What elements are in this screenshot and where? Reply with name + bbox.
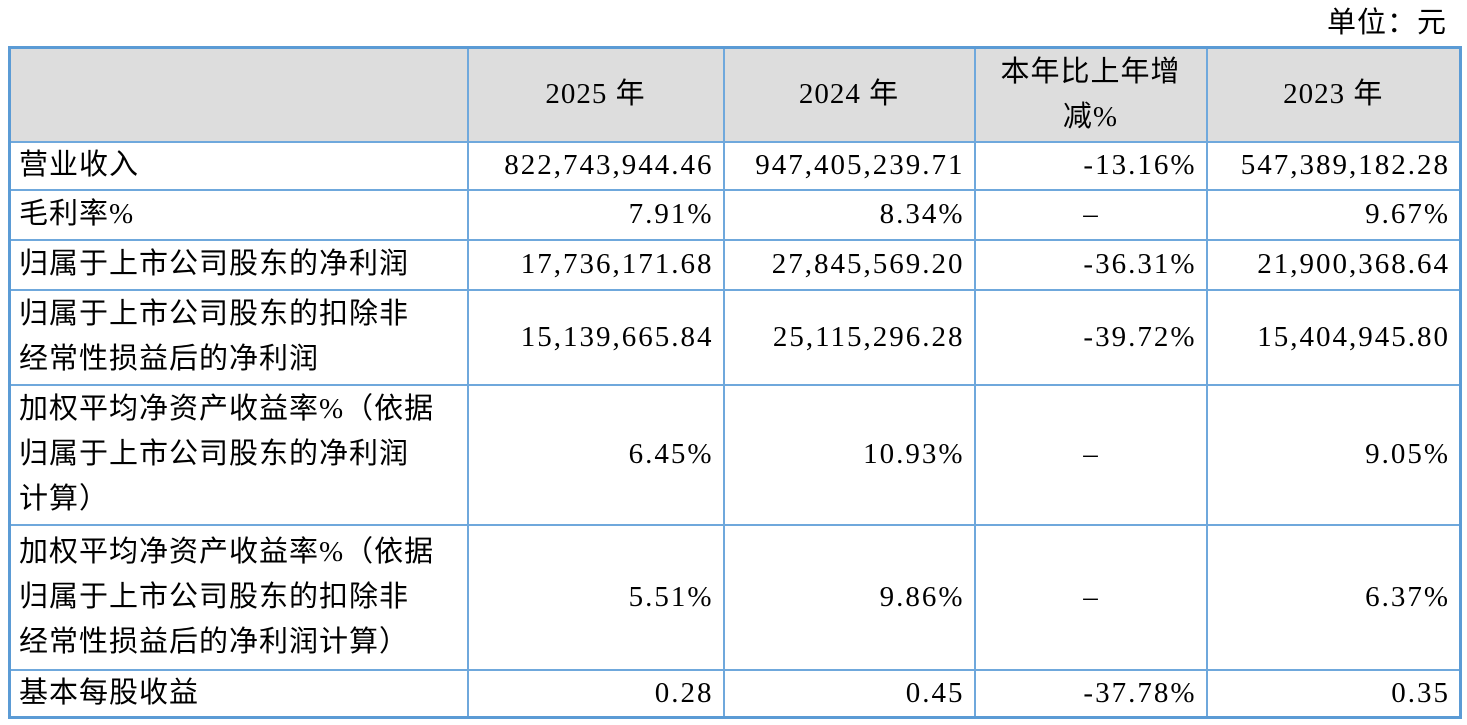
row-label: 加权平均净资产收益率%（依据 归属于上市公司股东的扣除非 经常性损益后的净利润计… (8, 523, 469, 671)
table-row: 毛利率% 7.91% 8.34% –9.67% (8, 188, 1462, 241)
table-row: 加权平均净资产收益率%（依据 归属于上市公司股东的净利润 计算） 6.45% 10.… (8, 383, 1462, 526)
cell-value: 6.45% (466, 383, 725, 526)
column-header: 2024 年 (722, 46, 976, 143)
cell-value: 7.91% (466, 188, 725, 241)
cell-value: 822,743,944.46 (466, 140, 725, 191)
header-row: 2025 年 2024 年本年比上年增 减% 2023 年 (8, 46, 1462, 143)
cell-value: 25,115,296.28 (722, 288, 976, 386)
row-label: 毛利率% (8, 188, 469, 241)
table-row: 加权平均净资产收益率%（依据 归属于上市公司股东的扣除非 经常性损益后的净利润计… (8, 523, 1462, 671)
cell-value: 15,139,665.84 (466, 288, 725, 386)
cell-value: -36.31% (973, 238, 1208, 291)
unit-note: 单位：元 (1326, 7, 1447, 39)
cell-value: 0.35 (1205, 668, 1462, 718)
row-label: 营业收入 (8, 140, 469, 191)
cell-value: 21,900,368.64 (1205, 238, 1462, 291)
table-row: 归属于上市公司股东的扣除非 经常性损益后的净利润 15,139,665.84 25,… (8, 288, 1462, 386)
cell-value: 947,405,239.71 (722, 140, 976, 191)
cell-value: 9.67% (1205, 188, 1462, 241)
cell-value: 0.45 (722, 668, 976, 718)
cell-value: – (973, 383, 1208, 526)
key-financial-data-table: 2025 年 2024 年本年比上年增 减% 2023 年 营业收入 822,743,… (8, 46, 1462, 719)
row-label: 归属于上市公司股东的扣除非 经常性损益后的净利润 (8, 288, 469, 386)
cell-value: -39.72% (973, 288, 1208, 386)
cell-value: 0.28 (466, 668, 725, 718)
column-header: 2025 年 (466, 46, 725, 143)
cell-value: 27,845,569.20 (722, 238, 976, 291)
cell-value: -13.16% (973, 140, 1208, 191)
row-label: 基本每股收益 (8, 668, 469, 718)
cell-value: 8.34% (722, 188, 976, 241)
column-header: 本年比上年增 减% (973, 46, 1208, 143)
cell-value: 10.93% (722, 383, 976, 526)
table-body: 营业收入 822,743,944.46 947,405,239.71 -13.16% 5… (8, 140, 1462, 718)
cell-value: -37.78% (973, 668, 1208, 718)
cell-value: 9.05% (1205, 383, 1462, 526)
cell-value: 15,404,945.80 (1205, 288, 1462, 386)
table-row: 营业收入 822,743,944.46 947,405,239.71 -13.16% 5… (8, 140, 1462, 191)
column-header: 2023 年 (1205, 46, 1462, 143)
row-label: 加权平均净资产收益率%（依据 归属于上市公司股东的净利润 计算） (8, 383, 469, 526)
corner-header-cell (8, 46, 469, 143)
table-row: 归属于上市公司股东的净利润 17,736,171.68 27,845,569.20-… (8, 238, 1462, 291)
table-row: 基本每股收益 0.28 0.45 -37.78% 0.35 (8, 668, 1462, 718)
row-label: 归属于上市公司股东的净利润 (8, 238, 469, 291)
cell-value: 9.86% (722, 523, 976, 671)
cell-value: – (973, 188, 1208, 241)
cell-value: 5.51% (466, 523, 725, 671)
cell-value: 6.37% (1205, 523, 1462, 671)
cell-value: – (973, 523, 1208, 671)
cell-value: 547,389,182.28 (1205, 140, 1462, 191)
cell-value: 17,736,171.68 (466, 238, 725, 291)
